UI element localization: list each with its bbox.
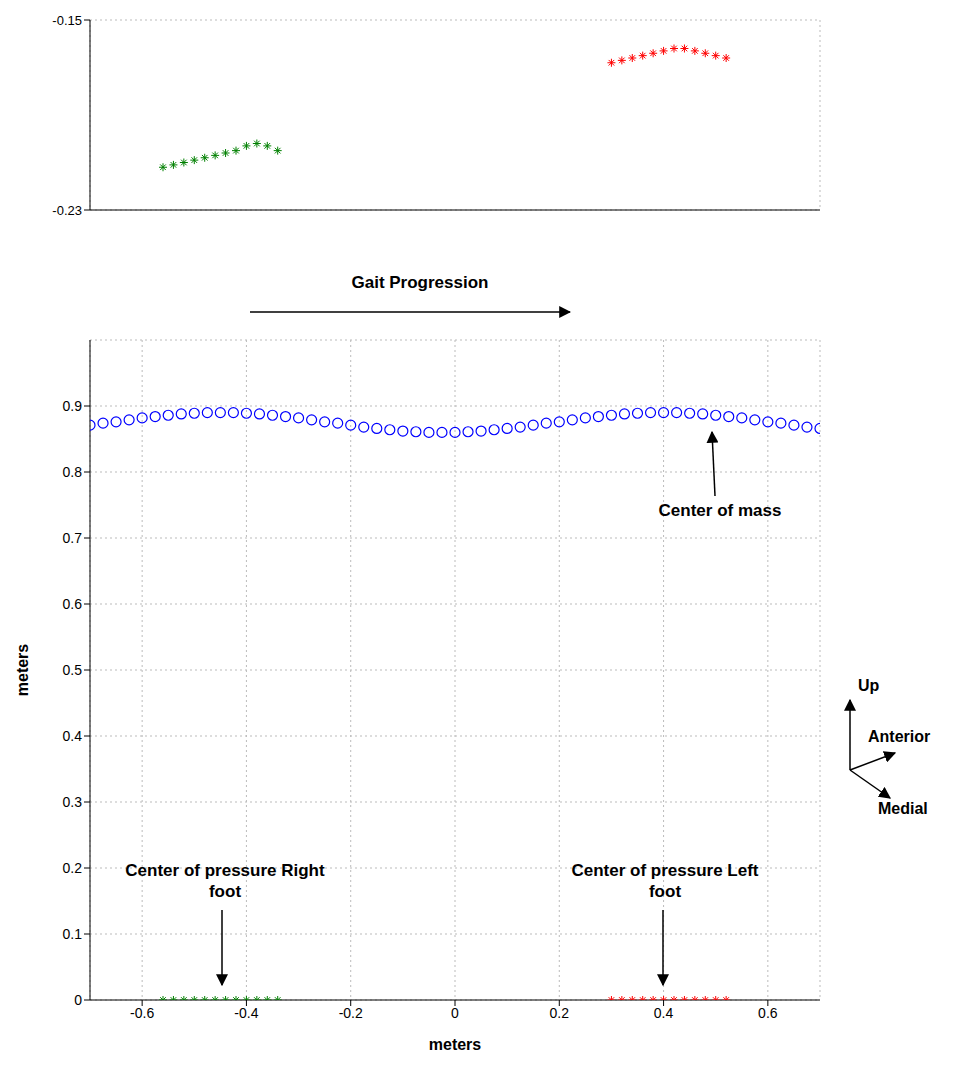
svg-text:0.3: 0.3 (63, 794, 83, 810)
svg-text:0.2: 0.2 (63, 860, 83, 876)
svg-text:-0.6: -0.6 (130, 1005, 154, 1021)
html-text:Medial: Medial (878, 800, 928, 817)
html-text:Gait Progression: Gait Progression (351, 273, 489, 292)
svg-text:0.9: 0.9 (63, 398, 83, 414)
svg-text:0.7: 0.7 (63, 530, 83, 546)
svg-text:0.6: 0.6 (63, 596, 83, 612)
html-text:Center of mass: Center of mass (658, 501, 782, 520)
svg-text:0.5: 0.5 (63, 662, 83, 678)
svg-text:0.4: 0.4 (654, 1005, 674, 1021)
html-text:Anterior: Anterior (868, 728, 931, 745)
svg-text:-0.2: -0.2 (339, 1005, 363, 1021)
svg-text:0: 0 (451, 1005, 459, 1021)
svg-text:0.2: 0.2 (550, 1005, 570, 1021)
svg-text:0.4: 0.4 (63, 728, 83, 744)
svg-text:-0.4: -0.4 (234, 1005, 258, 1021)
html-text:Center of pressure Left foot: Center of pressure Left foot (571, 861, 759, 901)
html-text:Center of pressure Right foot: Center of pressure Right foot (125, 861, 325, 901)
svg-text:-0.23: -0.23 (52, 203, 82, 218)
svg-text:-0.15: -0.15 (52, 13, 82, 28)
svg-text:0: 0 (74, 992, 82, 1008)
svg-text:0.1: 0.1 (63, 926, 83, 942)
html-text:Up: Up (858, 677, 880, 694)
svg-text:0.8: 0.8 (63, 464, 83, 480)
svg-text:meters: meters (429, 1036, 482, 1053)
svg-text:0.6: 0.6 (758, 1005, 778, 1021)
svg-text:meters: meters (14, 644, 31, 697)
